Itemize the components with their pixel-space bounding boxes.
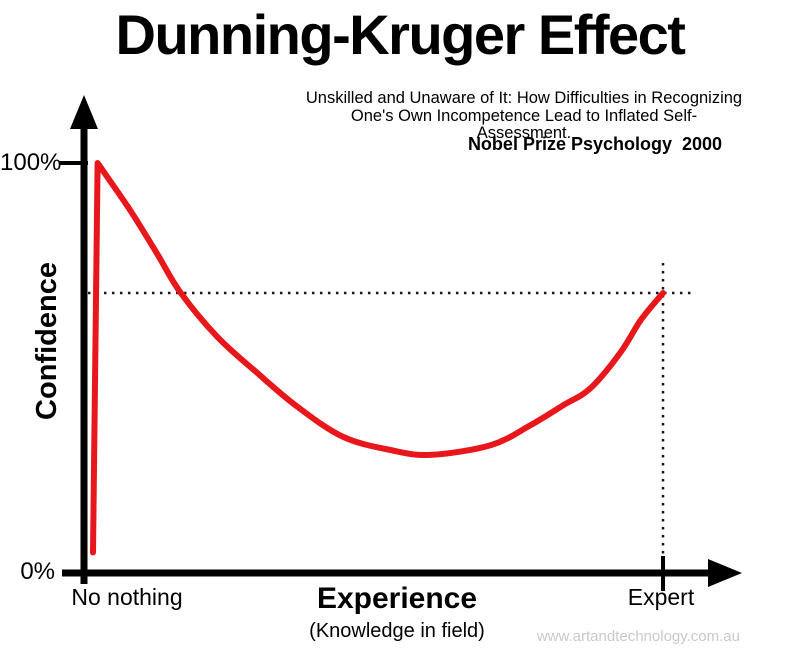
page-title: Dunning-Kruger Effect [115,3,686,66]
x-axis-sublabel: (Knowledge in field) [309,620,485,642]
x-axis-tick-label-expert: Expert [627,584,695,610]
attribution-text: Nobel Prize Psychology 2000 [467,134,723,154]
x-axis-tick-label-no-nothing: No nothing [71,584,183,610]
y-axis-label: Confidence [31,262,63,420]
subtitle-line-1: Unskilled and Unaware of It: How Difficu… [305,89,743,107]
watermark-text: www.artandtechnology.com.au [536,628,740,645]
y-axis-arrowhead [70,95,98,129]
y-axis-tick-label-0: 0% [20,558,55,585]
y-axis-tick-label-100: 100% [0,149,62,176]
confidence-curve [90,160,666,556]
x-axis-label: Experience [316,582,478,615]
x-axis-arrowhead [708,559,742,587]
chart-subtitle: Unskilled and Unaware of It: How Difficu… [304,89,744,143]
subtitle-line-2: One's Own Incompetence Lead to Inflated … [350,106,698,142]
